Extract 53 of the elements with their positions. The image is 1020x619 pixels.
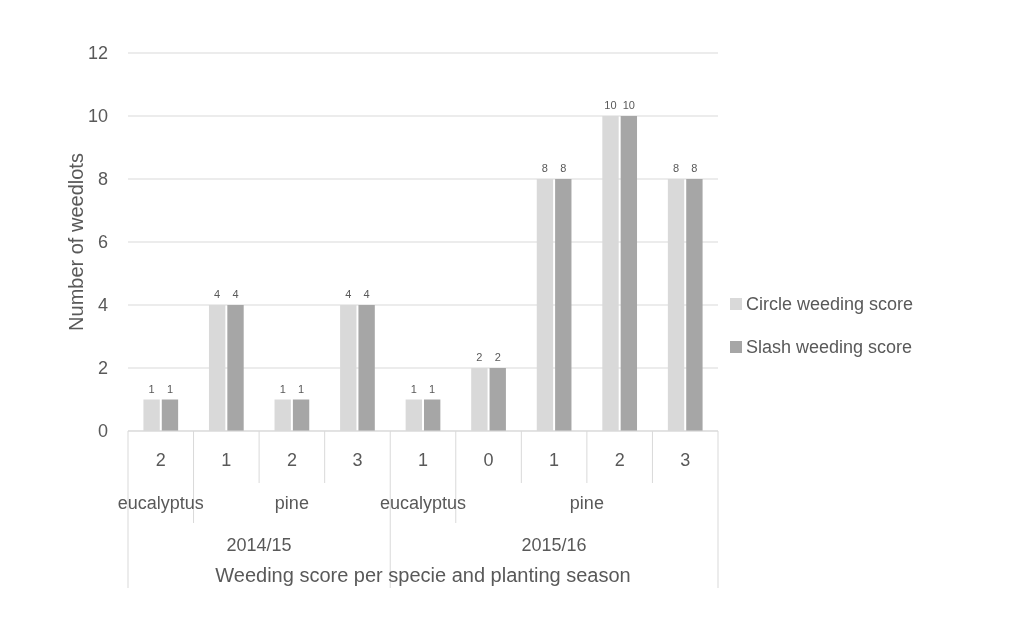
y-tick-label: 10 <box>87 106 108 127</box>
data-label: 1 <box>148 382 155 395</box>
data-label: 8 <box>672 162 680 174</box>
bar <box>620 116 638 431</box>
data-label: 2 <box>476 351 483 363</box>
data-label: 4 <box>214 288 221 300</box>
data-label: 8 <box>691 162 698 174</box>
data-label: 1 <box>166 382 174 395</box>
x-tick-label: 3 <box>352 450 363 471</box>
bar <box>227 305 244 431</box>
text: pine <box>569 493 604 514</box>
x-tick-label: 1 <box>417 450 429 471</box>
x-tick-label: 2 <box>286 450 297 471</box>
bar <box>292 399 310 431</box>
bar <box>358 305 375 431</box>
data-label: 1 <box>410 382 417 395</box>
data-label: 1 <box>279 382 286 395</box>
data-label: 1 <box>298 382 305 395</box>
y-tick-label: 8 <box>97 169 108 190</box>
text: 2015/16 <box>521 535 587 556</box>
data-label: 4 <box>232 288 239 300</box>
y-tick-label: 12 <box>87 43 108 64</box>
bar <box>424 399 441 431</box>
data-label: 10 <box>622 99 635 111</box>
x-axis-title: Weeding score per specie and planting season <box>215 564 631 586</box>
x-tick-label: 3 <box>680 450 691 471</box>
x-tick-label: 0 <box>483 450 494 471</box>
bar <box>555 179 572 431</box>
y-tick-label: 4 <box>97 295 108 316</box>
text: eucalyptus <box>117 493 204 514</box>
y-tick-label: 2 <box>97 358 108 379</box>
bar <box>686 179 703 431</box>
text: 2014/15 <box>226 535 292 556</box>
bar <box>161 399 179 431</box>
x-tick-label: 1 <box>221 450 232 471</box>
bar <box>489 368 506 431</box>
text: eucalyptus <box>379 493 467 514</box>
x-tick-label: 1 <box>549 450 560 471</box>
y-tick-label: 6 <box>97 232 108 253</box>
data-label: 2 <box>494 351 501 363</box>
text: pine <box>274 493 309 514</box>
data-label: 4 <box>363 288 370 300</box>
data-label: 8 <box>560 162 567 174</box>
x-tick-label: 2 <box>614 450 625 471</box>
y-axis-title: Number of weedlots <box>65 153 87 331</box>
x-tick-label: 2 <box>155 450 166 471</box>
legend-label: Slash weeding score <box>746 337 913 358</box>
y-tick-label: 0 <box>97 421 108 442</box>
legend-label: Circle weeding score <box>746 294 914 315</box>
data-label: 10 <box>604 99 617 111</box>
data-label: 1 <box>429 382 436 395</box>
data-label: 4 <box>345 288 352 300</box>
data-label: 8 <box>541 162 548 174</box>
